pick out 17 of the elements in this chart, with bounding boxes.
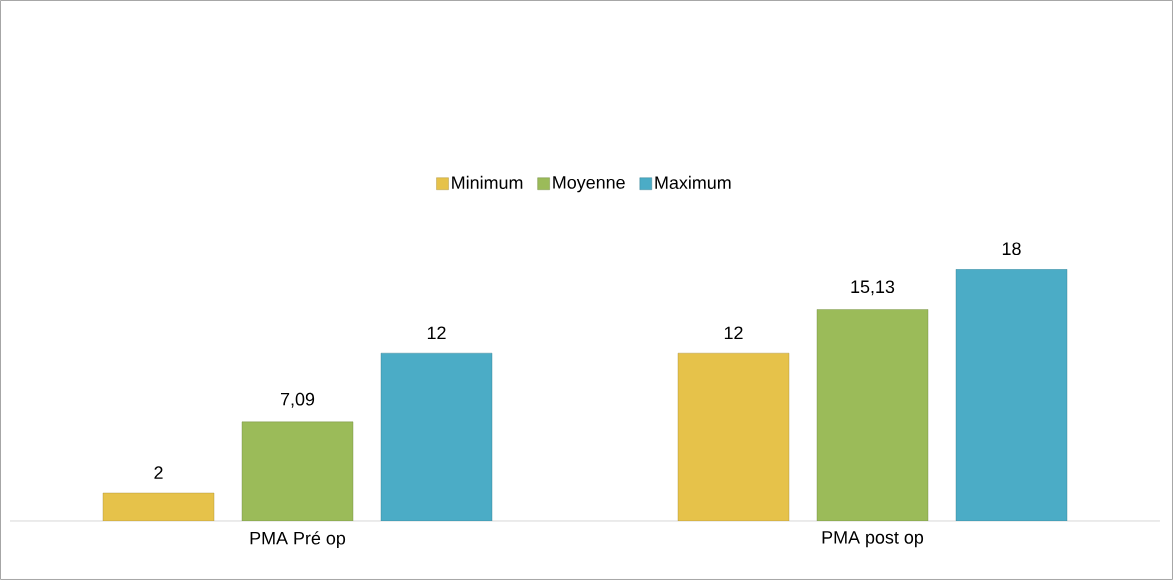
x-tick-label: PMA Pré op [250, 531, 346, 549]
data-label: 7,09 [280, 392, 315, 408]
data-label: 15,13 [851, 280, 895, 296]
data-label: 2 [154, 466, 163, 479]
bar [816, 309, 929, 521]
data-label: 18 [1002, 242, 1021, 256]
data-label: 12 [427, 326, 446, 339]
legend-label: Minimum [452, 175, 523, 190]
legend-label: Maximum [655, 175, 731, 190]
bar [955, 269, 1068, 521]
bar [241, 421, 354, 521]
x-tick-label: PMA post op [822, 531, 924, 548]
bar [677, 352, 790, 521]
legend-label: Moyenne [553, 176, 625, 193]
bar [102, 492, 215, 521]
bar [380, 352, 493, 521]
data-label: 12 [724, 326, 743, 339]
